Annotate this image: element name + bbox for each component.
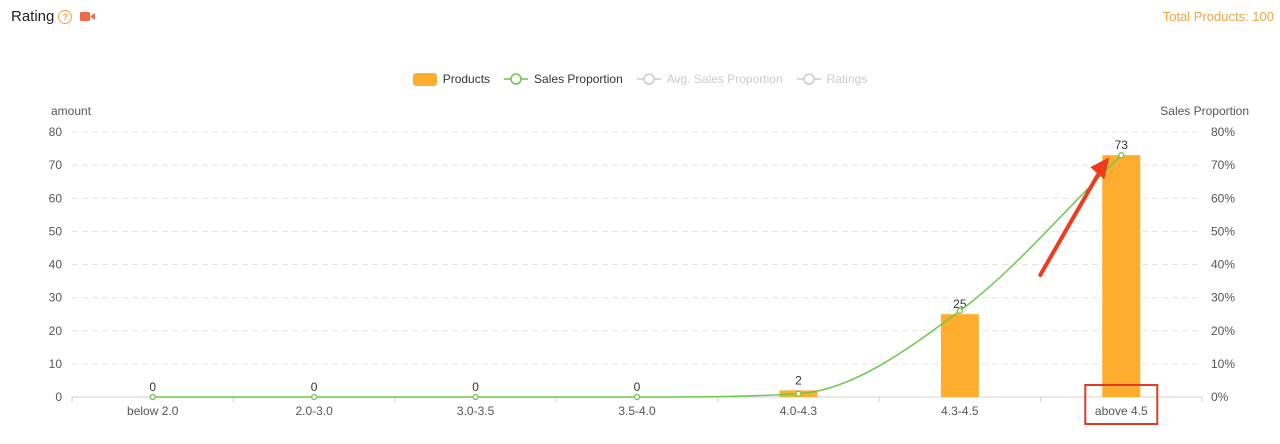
legend-label: Products <box>442 72 491 86</box>
x-axis-tick-label: 4.0-4.3 <box>780 404 818 418</box>
legend-item-sales-proportion[interactable]: Sales Proportion <box>504 72 623 86</box>
question-circle-icon[interactable]: ? <box>58 9 73 24</box>
y-axis-tick-label: 70 <box>49 158 63 172</box>
line-point <box>956 307 964 315</box>
x-axis-tick-label: 3.5-4.0 <box>618 404 656 418</box>
line-point <box>472 393 479 401</box>
y2-axis-tick-label: 80% <box>1211 125 1235 139</box>
y-axis-tick-label: 40 <box>49 258 63 272</box>
x-axis-tick-label: 3.0-3.5 <box>457 404 495 418</box>
bar-data-label: 73 <box>1115 138 1129 152</box>
legend-label: Avg. Sales Proportion <box>666 72 783 86</box>
page-title: Rating ? <box>11 8 96 25</box>
y2-axis-title: Sales Proportion <box>1160 104 1249 118</box>
y2-axis-tick-label: 60% <box>1211 191 1235 205</box>
legend-label: Ratings <box>826 72 868 86</box>
line-point <box>633 393 641 401</box>
y-axis-tick-label: 60 <box>49 191 63 205</box>
y-axis-tick-label: 0 <box>55 390 62 404</box>
y-axis-tick-label: 10 <box>49 357 63 371</box>
line-point <box>1118 152 1125 159</box>
y2-axis-tick-label: 50% <box>1211 224 1235 238</box>
line-point <box>795 390 802 397</box>
bar-data-label: 0 <box>472 380 479 394</box>
legend-item-avg-sales-proportion[interactable]: Avg. Sales Proportion <box>636 72 783 86</box>
bar <box>940 314 979 397</box>
y2-axis-tick-label: 10% <box>1211 357 1235 371</box>
y-axis-tick-label: 80 <box>49 125 63 139</box>
bar-data-label: 0 <box>634 380 641 394</box>
x-axis-tick-label: below 2.0 <box>127 404 179 418</box>
x-axis-tick-label: 4.3-4.5 <box>941 404 979 418</box>
line-point <box>149 393 156 401</box>
line-point <box>310 393 318 401</box>
bar-data-label: 2 <box>795 373 802 387</box>
bar-data-label: 0 <box>311 380 318 394</box>
bar-data-label: 0 <box>149 380 156 394</box>
x-axis-tick-label: above 4.5 <box>1095 404 1148 418</box>
legend-line-marker-icon <box>636 73 661 85</box>
annotation-arrow-shaft <box>1038 165 1105 277</box>
video-camera-icon[interactable] <box>80 11 96 22</box>
total-products-count: Total Products: 100 <box>1162 9 1274 24</box>
y2-axis-tick-label: 40% <box>1211 258 1235 272</box>
y-axis-tick-label: 20 <box>49 324 63 338</box>
y2-axis-tick-label: 30% <box>1211 291 1235 305</box>
legend-line-marker-icon <box>504 73 529 85</box>
y2-axis-tick-label: 0% <box>1211 390 1229 404</box>
y-axis-title: amount <box>51 104 92 118</box>
bar <box>1102 155 1141 397</box>
legend-item-ratings[interactable]: Ratings <box>796 72 868 86</box>
annotation-arrow-head <box>1090 157 1110 180</box>
y-axis-tick-label: 30 <box>49 291 63 305</box>
x-axis-tick-label: 2.0-3.0 <box>295 404 333 418</box>
y2-axis-tick-label: 70% <box>1211 158 1235 172</box>
y-axis-tick-label: 50 <box>49 224 63 238</box>
title-label: Rating <box>11 8 55 25</box>
chart-legend: Products Sales Proportion Avg. Sales Pro… <box>0 72 1280 86</box>
legend-line-marker-icon <box>796 73 821 85</box>
legend-bar-swatch <box>412 72 437 86</box>
legend-item-products[interactable]: Products <box>412 72 491 86</box>
legend-label: Sales Proportion <box>534 72 623 86</box>
y2-axis-tick-label: 20% <box>1211 324 1235 338</box>
highlight-box <box>1084 384 1159 425</box>
